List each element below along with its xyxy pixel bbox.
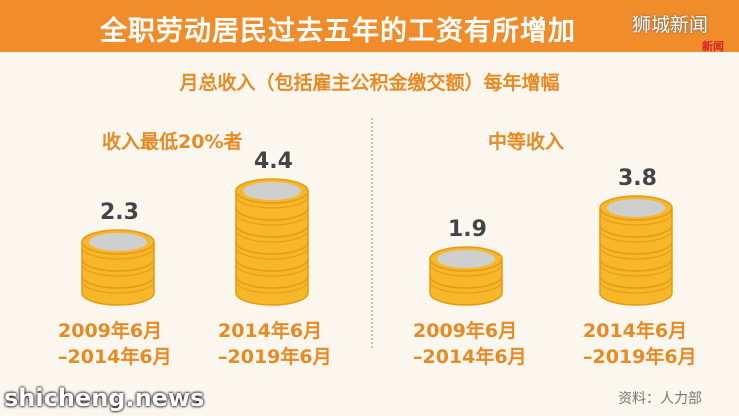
group-title-median: 中等收入 <box>488 131 565 153</box>
page-title: 全职劳动居民过去五年的工资有所增加 <box>100 16 576 47</box>
period-label-line: –2014年6月 <box>413 346 527 368</box>
period-label-line: –2019年6月 <box>583 346 697 368</box>
period-label-line: 2014年6月 <box>583 320 688 342</box>
group-title-lowest: 收入最低20%者 <box>102 131 243 153</box>
period-label-line: 2009年6月 <box>58 320 163 342</box>
period-label-3: 2009年6月 –2014年6月 <box>413 318 527 370</box>
period-label-line: –2014年6月 <box>58 346 172 368</box>
coin-stack-0-0 <box>81 229 155 306</box>
header-bar: 全职劳动居民过去五年的工资有所增加 <box>0 0 739 52</box>
value-label: 1.9 <box>448 217 487 242</box>
period-label-line: –2019年6月 <box>218 346 332 368</box>
coin-stack-0-1 <box>235 178 309 306</box>
period-label-line: 2014年6月 <box>218 320 323 342</box>
logo: 狮城新闻 新闻 <box>632 8 732 56</box>
coin-stack-1-1 <box>599 195 673 306</box>
value-label: 3.8 <box>618 166 657 191</box>
period-label-1: 2009年6月 –2014年6月 <box>58 318 172 370</box>
divider <box>371 118 373 348</box>
period-label-line: 2009年6月 <box>413 320 518 342</box>
source-note: 资料：人力部 <box>618 391 702 407</box>
value-label: 2.3 <box>100 200 139 225</box>
logo-sub: 新闻 <box>702 40 724 53</box>
coin-stack-1-0 <box>429 246 503 306</box>
period-label-2: 2014年6月 –2019年6月 <box>218 318 332 370</box>
watermark: shicheng.news <box>4 384 205 412</box>
logo-text: 狮城新闻 <box>632 14 709 36</box>
period-label-4: 2014年6月 –2019年6月 <box>583 318 697 370</box>
value-label: 4.4 <box>254 149 293 174</box>
chart-title: 月总收入（包括雇主公积金缴交额）每年增幅 <box>179 72 560 94</box>
